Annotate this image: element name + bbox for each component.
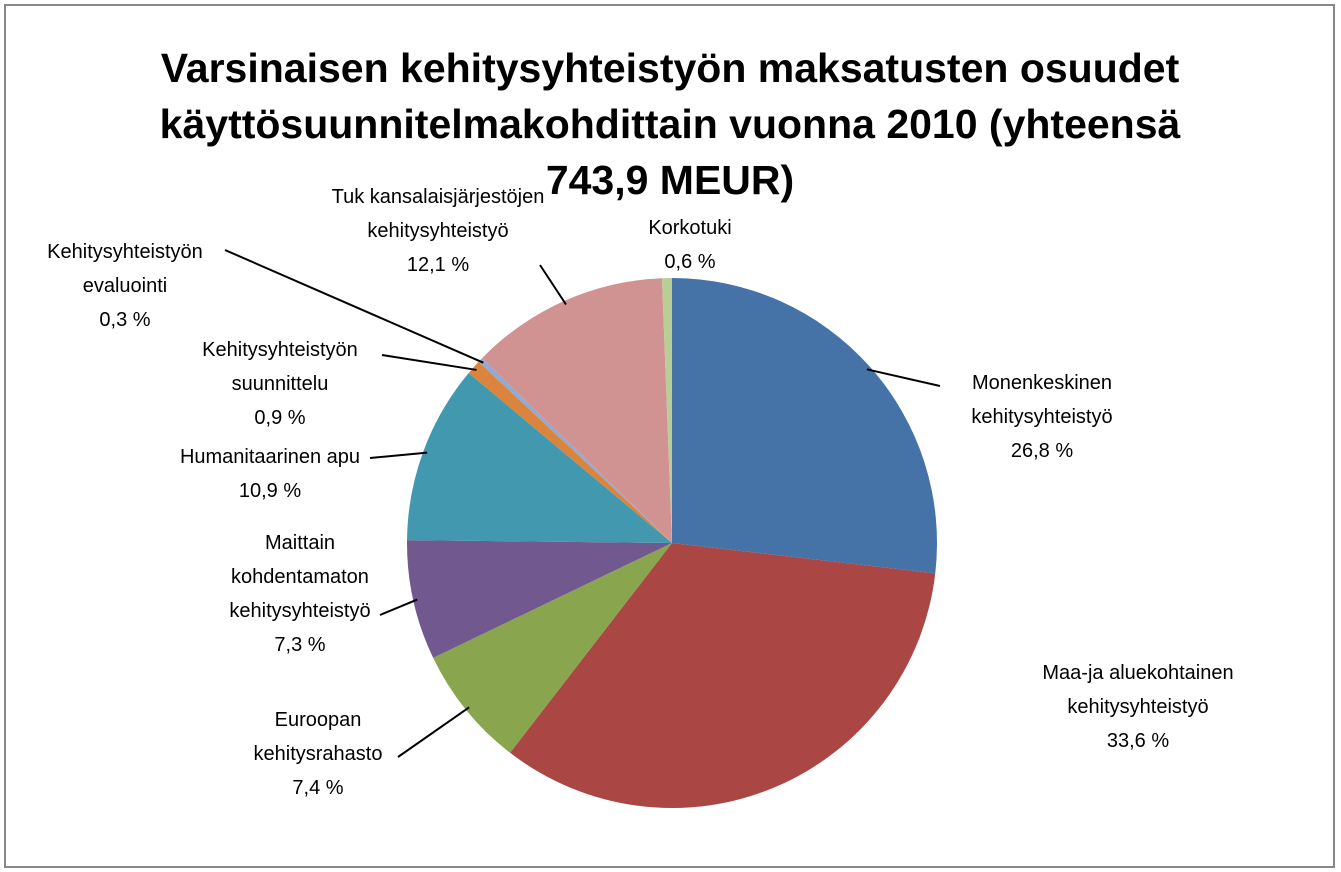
chart-frame	[4, 4, 1335, 868]
category-name: Korkotuki	[648, 217, 732, 239]
category-name: Maa-ja aluekohtainen kehitysyhteistyö	[1042, 662, 1234, 718]
value-label: 26,8 %	[1010, 440, 1074, 462]
value-label: 33,6 %	[1106, 730, 1170, 752]
slice-label: Korkotuki 0,6 %	[615, 211, 765, 279]
slice-label: Maa-ja aluekohtainen kehitysyhteistyö 33,…	[1008, 656, 1268, 758]
category-name: Kehitysyhteistyön suunnittelu	[202, 339, 358, 395]
slice-label: Euroopan kehitysrahasto 7,4 %	[233, 703, 403, 805]
pie-slice	[478, 358, 672, 543]
slice-label: Humanitaarinen apu 10,9 %	[140, 440, 400, 508]
value-label: 0,6 %	[664, 251, 716, 273]
category-name: Maittain kohdentamaton kehitysyhteistyö	[229, 532, 371, 622]
pie-slice	[510, 543, 936, 809]
value-label: 10,9 %	[238, 480, 302, 502]
pie-slice	[482, 278, 672, 543]
pie-slice	[662, 278, 672, 543]
leader-line	[397, 706, 470, 758]
leader-line	[539, 264, 567, 306]
slice-label: Kehitysyhteistyön evaluointi 0,3 %	[15, 235, 235, 337]
category-name: Humanitaarinen apu	[179, 446, 361, 468]
pie-slice	[672, 278, 938, 574]
value-label: 7,4 %	[292, 777, 344, 799]
leader-line	[369, 451, 428, 459]
chart-title: Varsinaisen kehitysyhteistyön maksatuste…	[159, 45, 1181, 203]
slice-label: Kehitysyhteistyön suunnittelu 0,9 %	[180, 333, 380, 435]
leader-line	[379, 598, 418, 616]
value-label: 0,3 %	[99, 309, 151, 331]
category-name: Tuk kansalaisjärjestöjen kehitysyhteisty…	[331, 186, 545, 242]
pie-slice	[468, 361, 672, 543]
pie-slice	[433, 543, 672, 753]
value-label: 12,1 %	[406, 254, 470, 276]
slice-label: Tuk kansalaisjärjestöjen kehitysyhteisty…	[313, 180, 563, 282]
leader-line	[866, 368, 941, 387]
value-label: 7,3 %	[274, 634, 326, 656]
pie-slice	[407, 540, 672, 658]
category-name: Kehitysyhteistyön evaluointi	[47, 241, 203, 297]
leader-line	[224, 249, 484, 364]
category-name: Monenkeskinen kehitysyhteistyö	[971, 372, 1113, 428]
slice-label: Maittain kohdentamaton kehitysyhteistyö 7…	[200, 526, 400, 662]
pie-slice	[407, 372, 672, 543]
slice-label: Monenkeskinen kehitysyhteistyö 26,8 %	[942, 366, 1142, 468]
value-label: 0,9 %	[254, 407, 306, 429]
leader-line	[381, 354, 477, 371]
category-name: Euroopan kehitysrahasto	[253, 709, 383, 765]
